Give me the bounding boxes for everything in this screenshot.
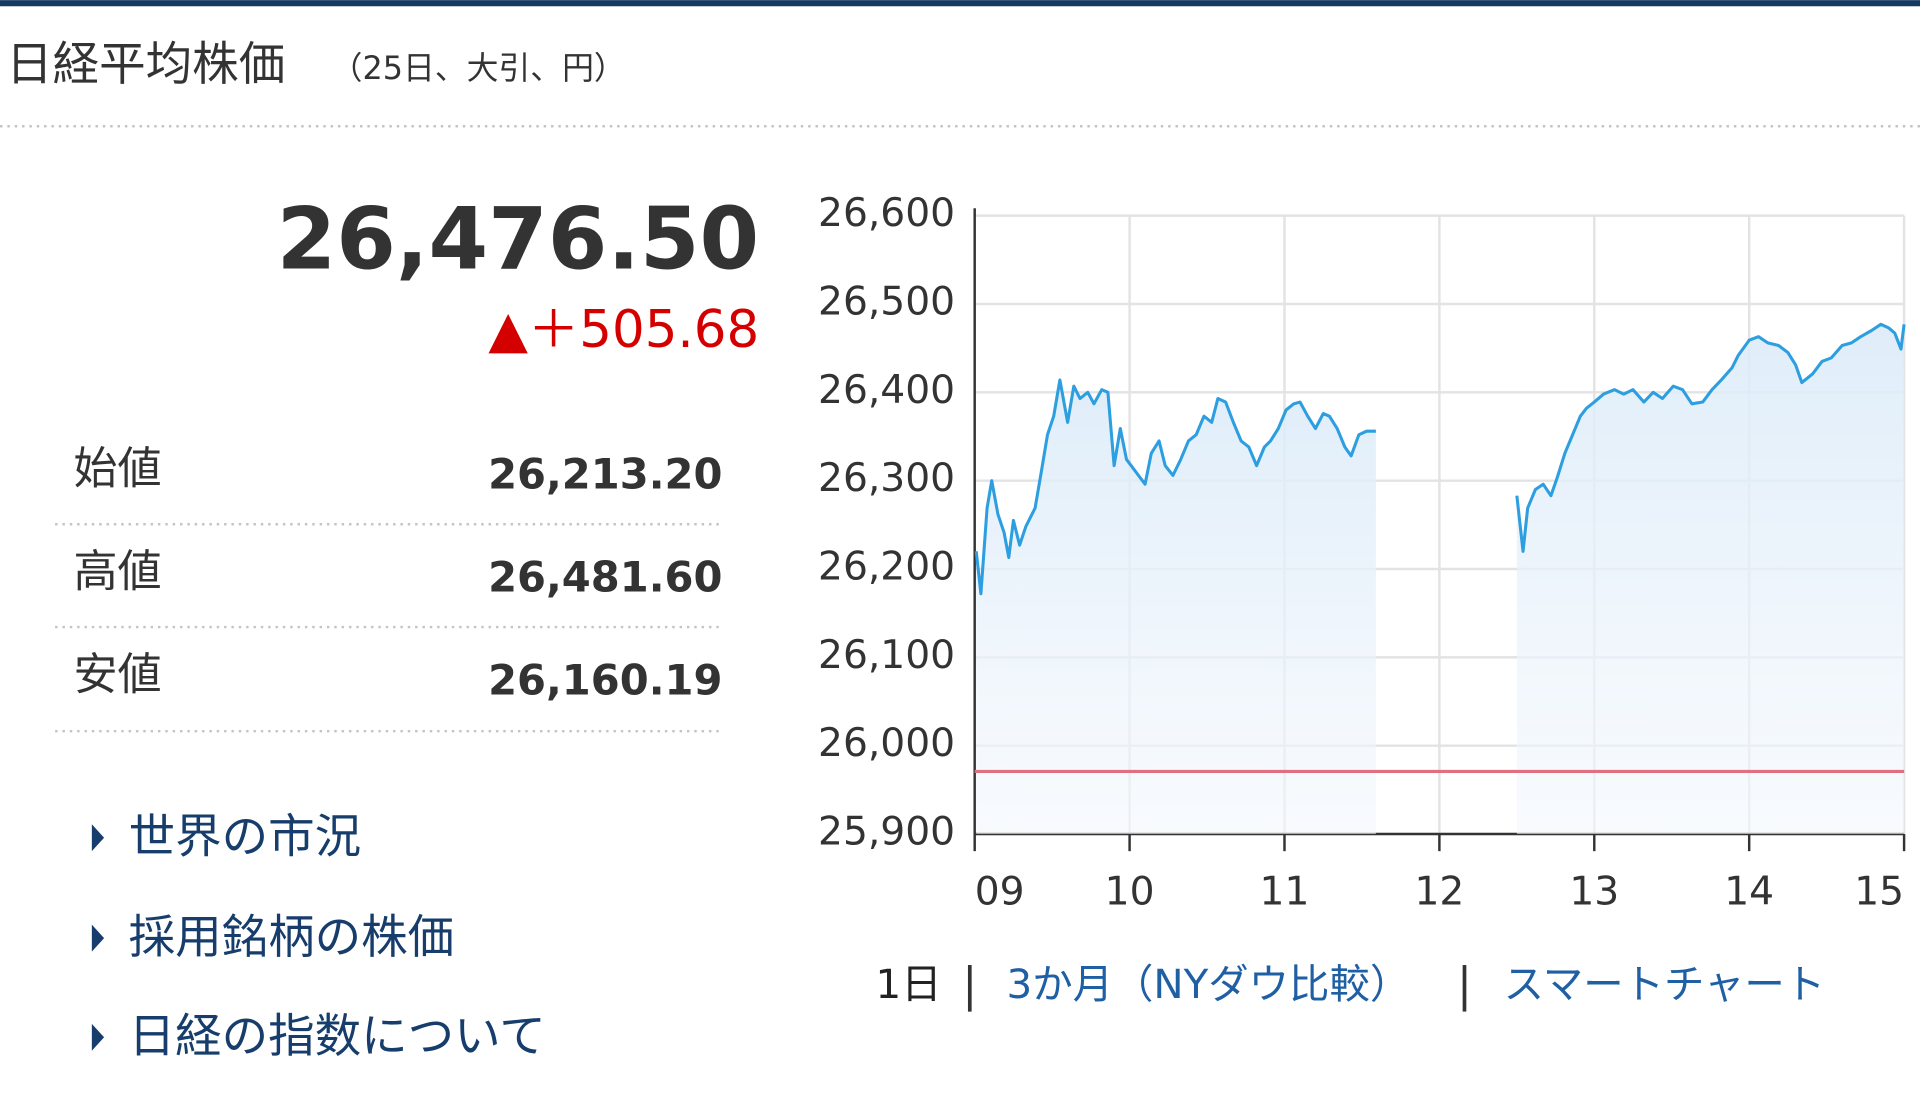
y-tick-label: 26,300 <box>818 456 955 501</box>
stats: 始値 26,213.20 高値 26,481.60 安値 26,160.19 <box>55 444 722 733</box>
subtitle: （25日、大引、円） <box>331 49 626 87</box>
quote-value: 26,476.50 <box>277 189 760 289</box>
x-tick-label: 13 <box>1569 870 1619 915</box>
link-arrow <box>91 924 105 952</box>
y-tick-label: 25,900 <box>818 810 955 855</box>
quote-change: ▲＋505.68 <box>488 300 759 360</box>
chart-tab-active: 1日 <box>876 960 942 1008</box>
link-arrow <box>91 824 105 852</box>
y-tick-label: 26,500 <box>818 279 955 324</box>
chart-tab[interactable]: 3か月（NYダウ比較） <box>1007 960 1411 1008</box>
link[interactable]: 日経の指数について <box>129 1009 546 1063</box>
chart-tabs: 1日 3か月（NYダウ比較） スマートチャート <box>876 960 1826 1012</box>
y-tick-label: 26,000 <box>818 721 955 766</box>
stat-value: 26,481.60 <box>488 553 722 602</box>
x-tick-label: 14 <box>1724 870 1774 915</box>
chart: 25,900 26,000 26,100 26,200 26,300 26,400 26,5… <box>818 191 1906 915</box>
top-bar <box>0 0 1920 7</box>
y-tick-label: 26,400 <box>818 368 955 413</box>
x-tick-label: 10 <box>1105 870 1155 915</box>
link[interactable]: 世界の市況 <box>129 810 362 864</box>
stat-label: 安値 <box>73 649 161 700</box>
x-tick-label: 12 <box>1414 870 1464 915</box>
links: 世界の市況 採用銘柄の株価 日経の指数について <box>91 810 546 1063</box>
chart-tab[interactable]: スマートチャート <box>1504 960 1826 1008</box>
y-tick-label: 26,100 <box>818 633 955 678</box>
stat-value: 26,160.19 <box>488 655 722 704</box>
x-tick-label: 11 <box>1260 870 1310 915</box>
title: 日経平均株価 <box>6 37 285 91</box>
x-tick-label: 15 <box>1854 870 1904 915</box>
stat-label: 始値 <box>73 444 161 495</box>
area-fill <box>1516 324 1905 835</box>
stat-label: 高値 <box>73 546 161 597</box>
y-tick-label: 26,600 <box>818 191 955 236</box>
x-tick-label: 09 <box>975 870 1025 915</box>
price-line <box>974 322 1906 596</box>
stat-value: 26,213.20 <box>488 450 722 499</box>
y-tick-label: 26,200 <box>818 545 955 590</box>
link-arrow <box>91 1023 105 1051</box>
link[interactable]: 採用銘柄の株価 <box>129 910 455 964</box>
area-fill <box>976 379 1376 835</box>
